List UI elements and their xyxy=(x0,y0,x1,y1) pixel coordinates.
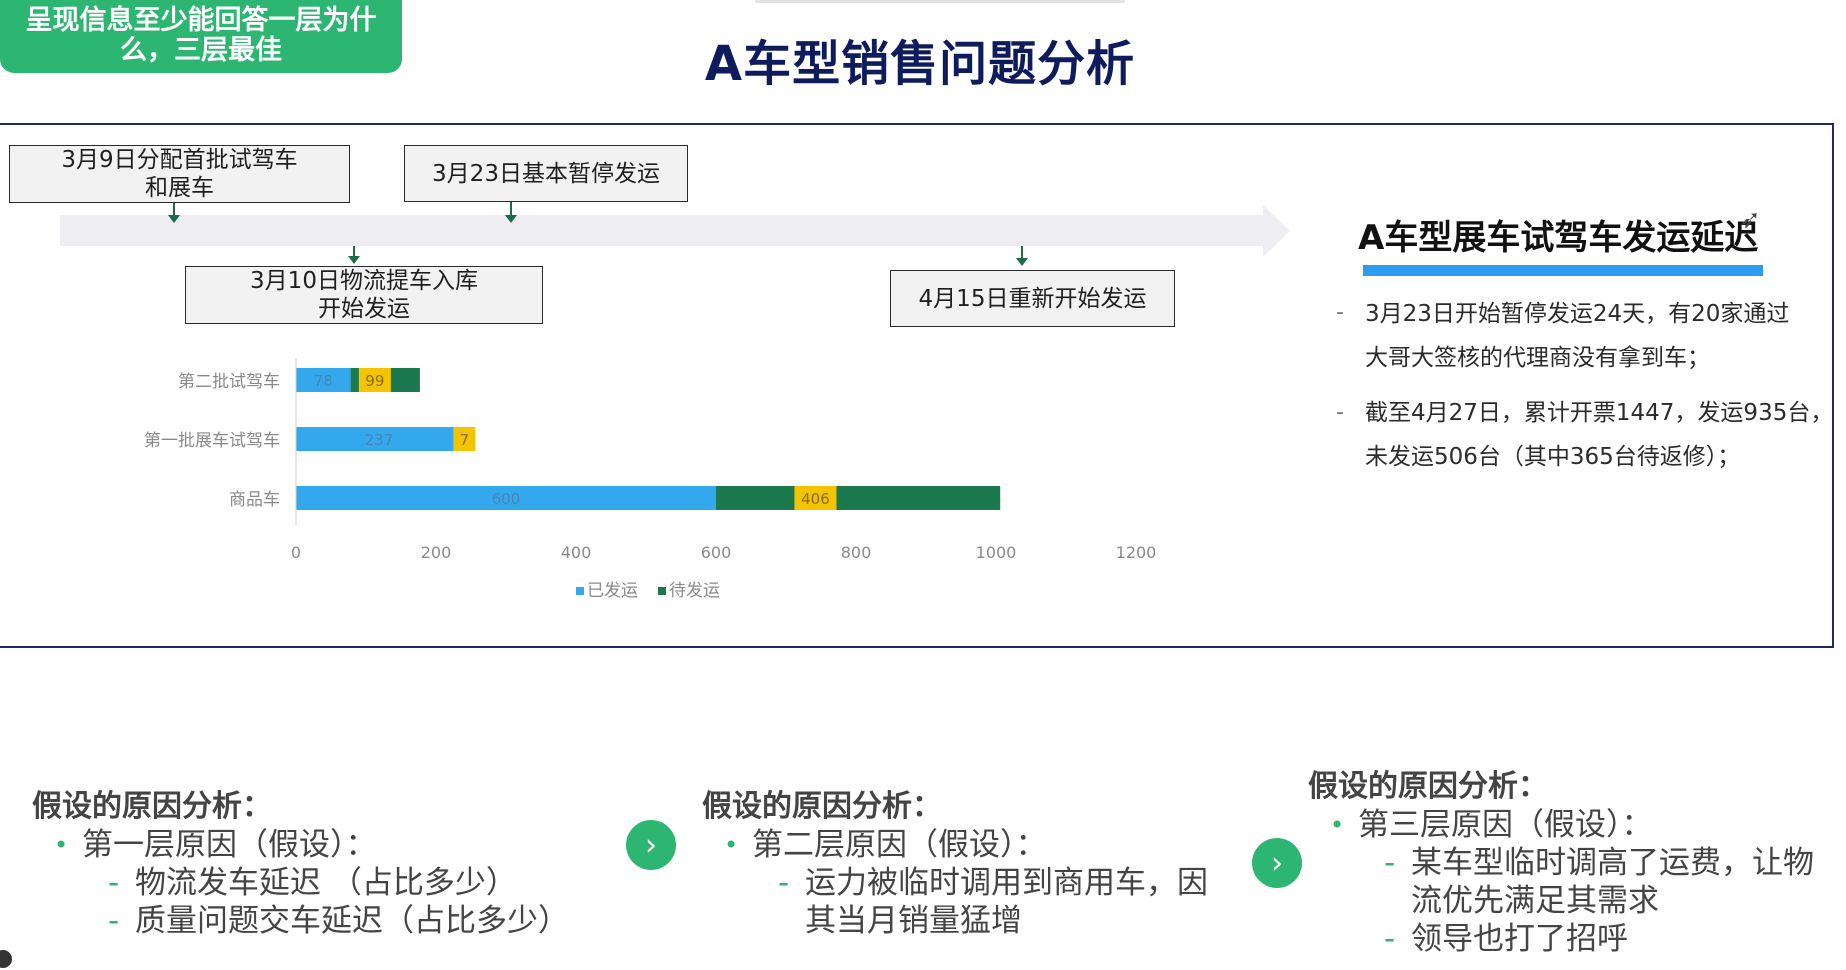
x-tick-label: 1200 xyxy=(1116,543,1157,562)
next-level-button-1[interactable]: › xyxy=(626,820,676,870)
right-bullet-1-line1: 3月23日开始暂停发运24天，有20家通过 xyxy=(1365,301,1790,327)
x-tick-label: 0 xyxy=(291,543,301,562)
hint-badge: 呈现信息至少能回答一层为什 么，三层最佳 xyxy=(0,0,402,73)
hypothesis-3: 假设的原因分析： 第三层原因（假设）： 某车型临时调高了运费，让物 流优先满足其… xyxy=(1308,768,1814,958)
category-label: 商品车 xyxy=(229,490,280,510)
mouse-cursor-icon: ➶ xyxy=(1739,205,1761,235)
right-bullet-2: 截至4月27日，累计开票1447，发运935台， 未发运506台（其中365台待… xyxy=(1365,391,1845,479)
data-label-pending: 99 xyxy=(365,372,384,390)
shipment-bar-chart: 第二批试驾车 78 99 第一批展车试驾车 237 7 商品车 600 406 0 200 400 60… xyxy=(144,358,1157,601)
hint-badge-line1: 呈现信息至少能回答一层为什 xyxy=(25,5,377,36)
x-tick-label: 800 xyxy=(841,543,872,562)
bar-pending xyxy=(716,486,1001,510)
hypothesis-2-heading: 假设的原因分析： xyxy=(702,789,942,824)
timeline-event-mar9: 3月9日分配首批试驾车 和展车 xyxy=(9,145,350,203)
legend-swatch xyxy=(576,587,584,595)
top-divider xyxy=(755,0,1125,3)
right-title: A车型展车试驾车发运延迟 xyxy=(1358,218,1759,258)
hypothesis-1-level: 第一层原因（假设）： xyxy=(32,826,569,864)
timeline-tick-mar9 xyxy=(168,203,180,223)
hypothesis-3-item-1: 某车型临时调高了运费，让物 xyxy=(1308,844,1814,882)
data-label-pending-box xyxy=(453,427,476,451)
hypothesis-2-item-2: 其当月销量猛增 xyxy=(805,903,1022,939)
timeline-tick-apr15 xyxy=(1016,246,1028,266)
x-tick-label: 600 xyxy=(701,543,732,562)
x-tick-label: 1000 xyxy=(976,543,1017,562)
bar-shipped xyxy=(296,486,716,510)
data-label-shipped: 78 xyxy=(314,372,333,390)
hypothesis-2: 假设的原因分析： 第二层原因（假设）： 运力被临时调用到商用车，因 其当月销量猛… xyxy=(702,788,1208,940)
bar-shipped xyxy=(296,427,462,451)
timeline-arrow xyxy=(60,215,1275,246)
timeline-event-mar23: 3月23日基本暂停发运 xyxy=(404,145,688,202)
bar-shipped xyxy=(296,368,351,392)
next-level-button-2[interactable]: › xyxy=(1252,838,1302,888)
right-bullet-1: 3月23日开始暂停发运24天，有20家通过 大哥大签核的代理商没有拿到车； xyxy=(1365,292,1845,380)
legend-swatch xyxy=(658,587,666,595)
x-tick-label: 200 xyxy=(421,543,452,562)
hypothesis-3-level: 第三层原因（假设）： xyxy=(1308,806,1814,844)
hypothesis-3-heading: 假设的原因分析： xyxy=(1308,769,1548,804)
corner-indicator xyxy=(0,950,12,968)
hypothesis-2-item-1: 运力被临时调用到商用车，因 xyxy=(702,864,1208,902)
data-label-pending-box xyxy=(358,368,391,392)
chevron-right-icon: › xyxy=(645,827,657,863)
hypothesis-3-item-3: 领导也打了招呼 xyxy=(1308,920,1814,958)
legend-label: 已发运 xyxy=(587,581,638,601)
chevron-right-icon: › xyxy=(1271,845,1283,881)
timeline-event-mar10: 3月10日物流提车入库 开始发运 xyxy=(185,266,543,324)
right-bullet-1-line2: 大哥大签核的代理商没有拿到车； xyxy=(1365,345,1710,371)
right-bullet-1-dash: - xyxy=(1336,300,1344,325)
data-label-pending-box xyxy=(794,486,837,510)
right-bullet-2-dash: - xyxy=(1336,400,1344,425)
timeline-arrow-head xyxy=(1263,205,1290,257)
x-tick-label: 400 xyxy=(561,543,592,562)
category-label: 第二批试驾车 xyxy=(178,372,280,392)
data-label-shipped: 600 xyxy=(492,490,521,508)
timeline-tick-mar23 xyxy=(505,202,517,223)
hypothesis-1-item-2: 质量问题交车延迟（占比多少） xyxy=(32,902,569,940)
right-bullet-2-line2: 未发运506台（其中365台待返修）； xyxy=(1365,444,1741,470)
data-label-shipped: 237 xyxy=(365,431,394,449)
hypothesis-1: 假设的原因分析： 第一层原因（假设）： 物流发车延迟 （占比多少） 质量问题交车… xyxy=(32,788,569,940)
data-label-pending: 406 xyxy=(801,490,830,508)
category-label: 第一批展车试驾车 xyxy=(144,431,280,451)
hint-badge-line2: 么，三层最佳 xyxy=(120,35,282,66)
hypothesis-1-item-1: 物流发车延迟 （占比多少） xyxy=(32,864,569,902)
hypothesis-1-heading: 假设的原因分析： xyxy=(32,789,272,824)
data-label-pending: 7 xyxy=(460,431,470,449)
right-title-underline xyxy=(1363,265,1763,276)
page-title: A车型销售问题分析 xyxy=(704,36,1136,92)
right-bullet-2-line1: 截至4月27日，累计开票1447，发运935台， xyxy=(1365,400,1834,426)
timeline-tick-mar10 xyxy=(348,246,360,264)
legend-label: 待发运 xyxy=(669,581,720,601)
timeline-event-apr15: 4月15日重新开始发运 xyxy=(890,270,1175,327)
hypothesis-3-item-2: 流优先满足其需求 xyxy=(1411,883,1659,919)
hypothesis-2-level: 第二层原因（假设）： xyxy=(702,826,1208,864)
